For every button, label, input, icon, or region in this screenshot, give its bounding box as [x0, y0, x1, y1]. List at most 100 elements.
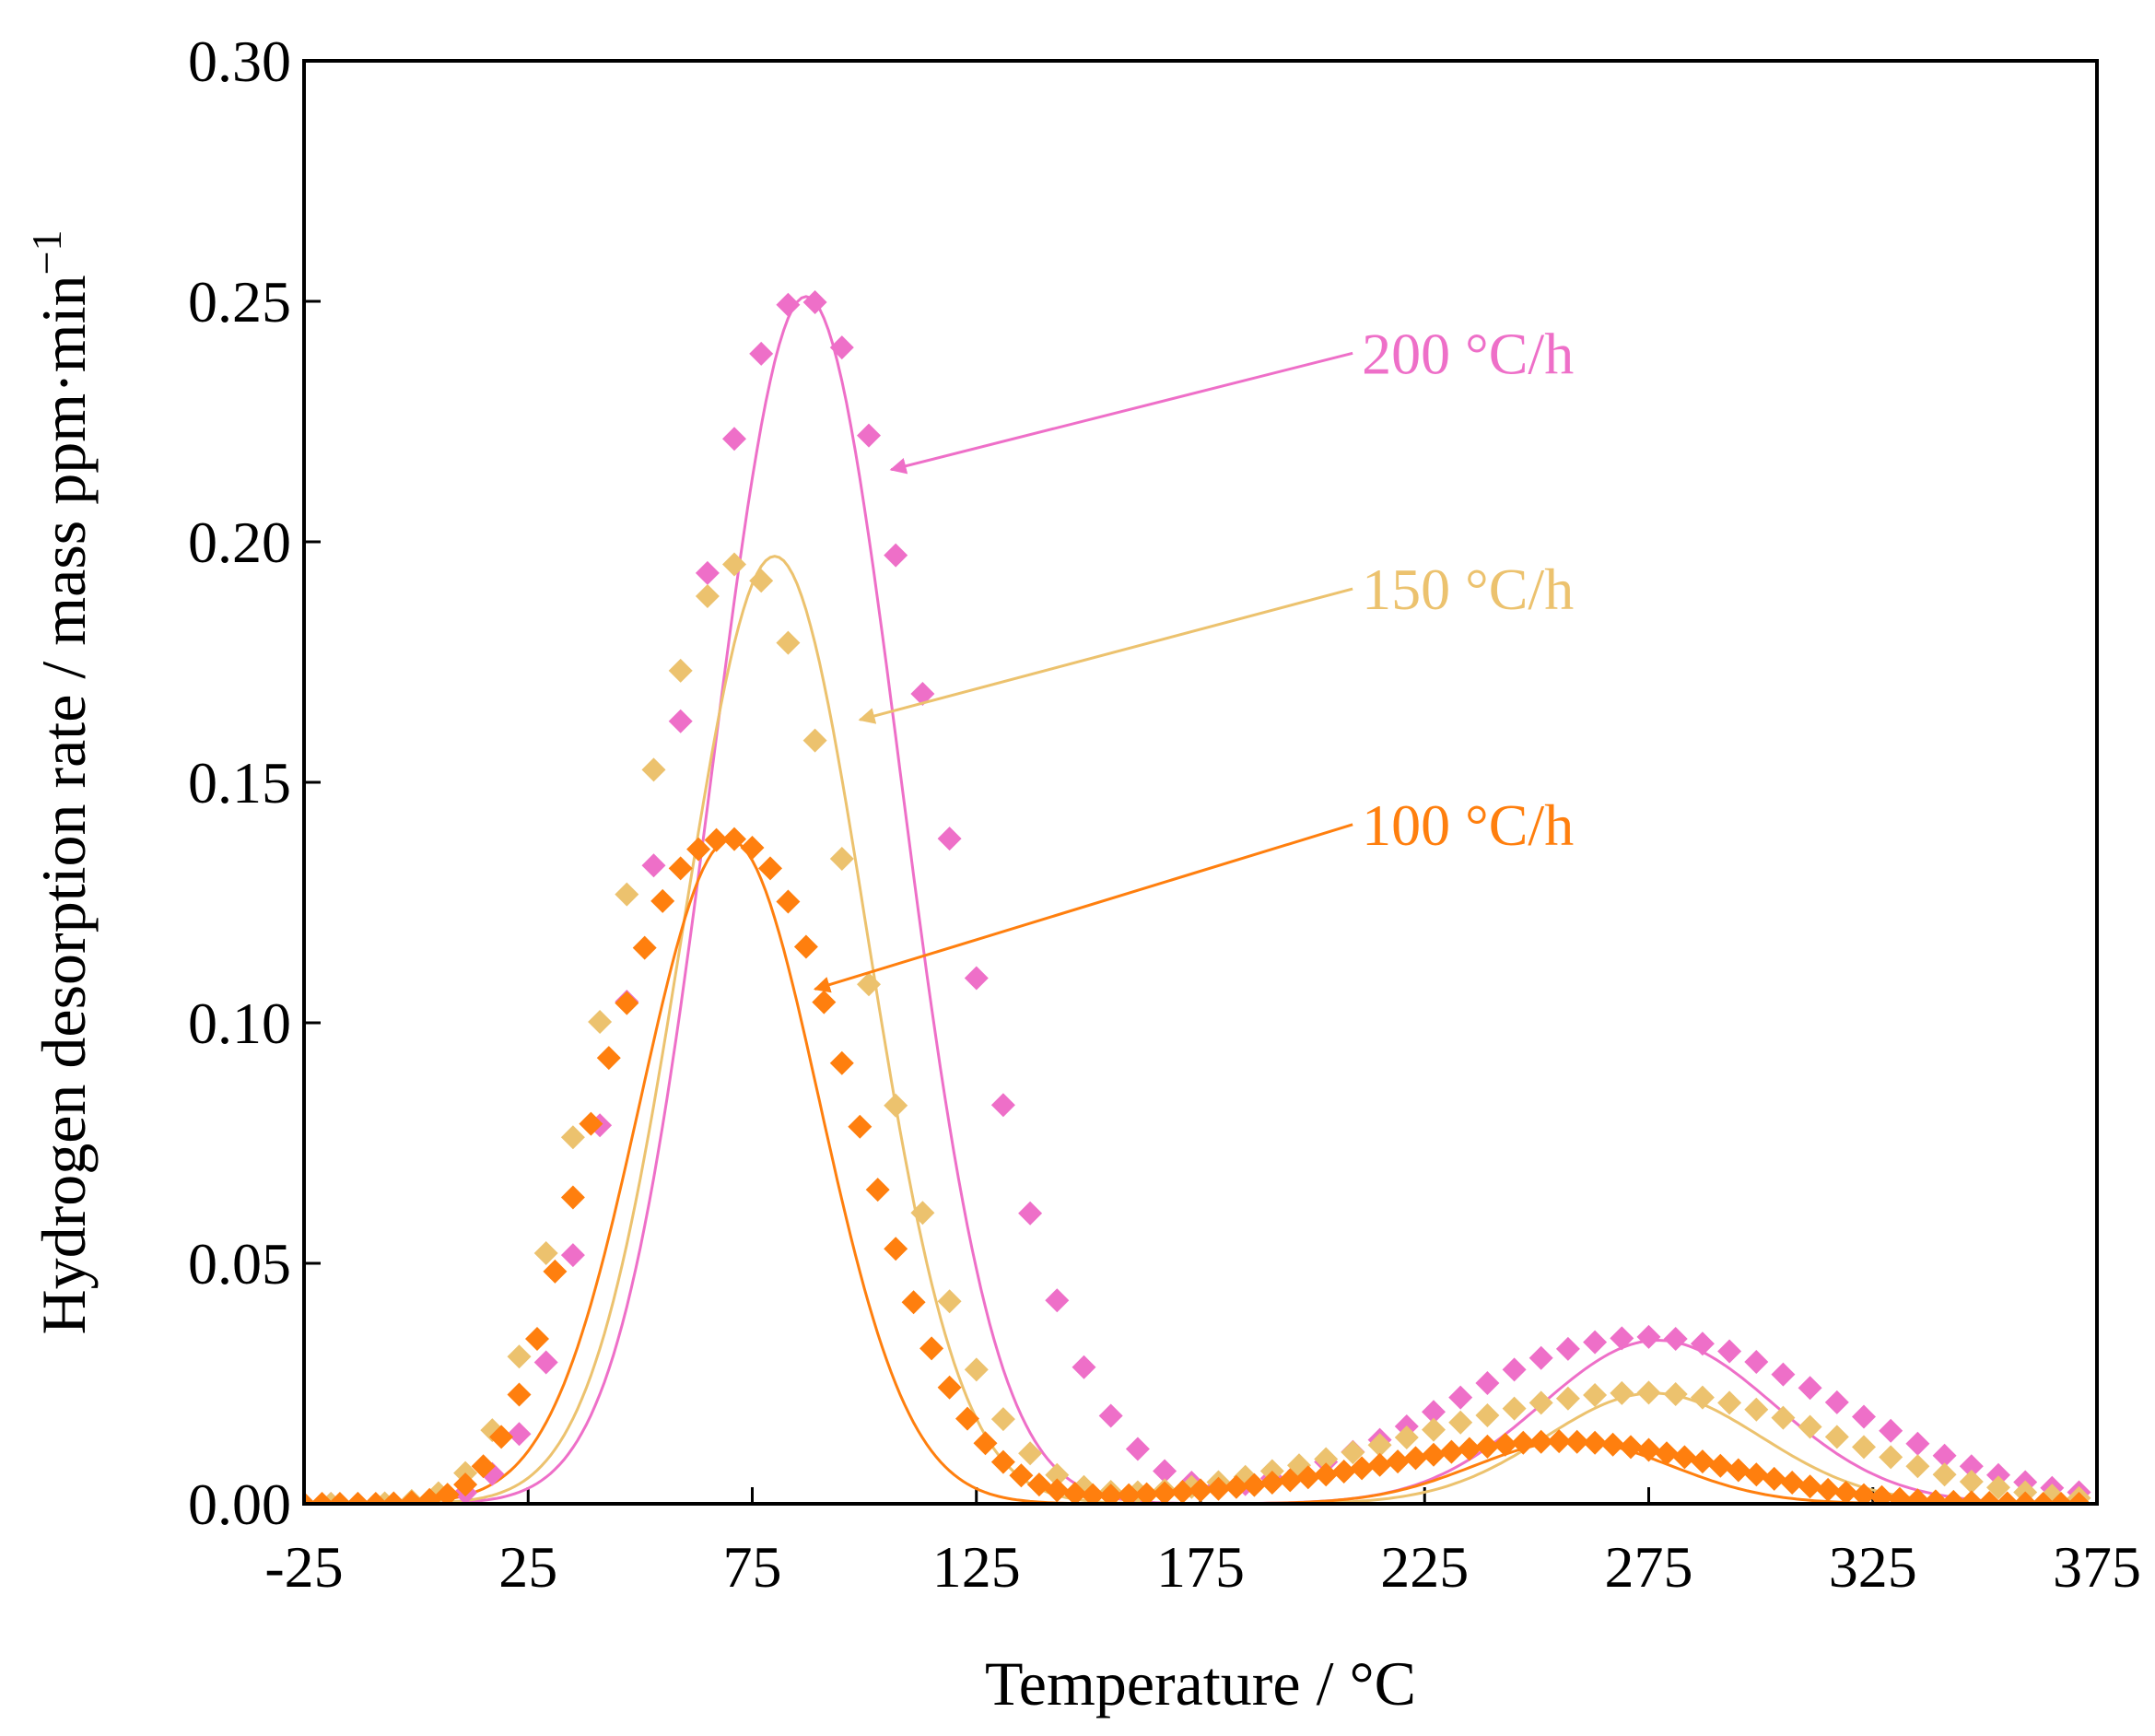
point-100 — [1295, 1465, 1320, 1490]
point-150 — [668, 658, 693, 683]
point-100 — [1045, 1478, 1070, 1503]
point-100 — [1259, 1471, 1284, 1495]
annotation-arrow — [858, 587, 1353, 724]
point-200 — [1422, 1400, 1446, 1425]
point-100 — [758, 856, 782, 881]
point-100 — [1564, 1429, 1589, 1454]
point-200 — [1475, 1371, 1500, 1395]
point-200 — [964, 966, 989, 991]
x-tick-label: 75 — [723, 1534, 782, 1600]
point-100 — [990, 1449, 1015, 1474]
point-150 — [695, 584, 720, 608]
point-100 — [1117, 1483, 1142, 1504]
point-100 — [1887, 1486, 1912, 1504]
point-100 — [1314, 1462, 1339, 1487]
point-150 — [1663, 1382, 1688, 1406]
point-100 — [668, 856, 693, 881]
point-200 — [1045, 1288, 1070, 1313]
point-100 — [884, 1237, 908, 1261]
point-150 — [1475, 1403, 1500, 1427]
point-200 — [1959, 1454, 1984, 1479]
point-100 — [489, 1425, 514, 1449]
y-tick-label: 0.25 — [188, 269, 291, 334]
point-200 — [857, 423, 881, 448]
point-100 — [2049, 1492, 2074, 1504]
point-100 — [1780, 1471, 1805, 1495]
point-150 — [749, 569, 774, 593]
y-tick-label: 0.20 — [188, 510, 291, 575]
point-100 — [579, 1111, 603, 1136]
point-150 — [802, 728, 827, 753]
point-150 — [507, 1344, 532, 1369]
point-100 — [363, 1492, 388, 1504]
point-100 — [1439, 1439, 1464, 1464]
point-100 — [560, 1185, 585, 1210]
point-200 — [1905, 1431, 1930, 1456]
point-100 — [1690, 1449, 1715, 1474]
point-200 — [533, 1350, 558, 1375]
point-100 — [1457, 1437, 1482, 1461]
point-150 — [1717, 1390, 1742, 1415]
point-100 — [417, 1487, 442, 1504]
y-axis-title-main: Hydrogen desorption rate / mass ppm·min — [29, 275, 99, 1334]
point-100 — [1852, 1483, 1876, 1504]
point-200 — [1771, 1362, 1796, 1387]
point-100 — [1367, 1452, 1392, 1477]
point-100 — [543, 1259, 568, 1284]
point-200 — [1986, 1462, 2010, 1487]
point-150 — [533, 1241, 558, 1265]
point-100 — [381, 1491, 406, 1504]
point-100 — [1026, 1472, 1051, 1497]
point-100 — [686, 837, 711, 862]
point-200 — [1852, 1404, 1876, 1429]
y-tick-label: 0.15 — [188, 750, 291, 815]
point-200 — [829, 335, 854, 360]
point-150 — [1986, 1475, 2010, 1500]
point-150 — [1744, 1397, 1769, 1422]
point-200 — [1798, 1376, 1822, 1401]
point-150 — [1394, 1425, 1419, 1449]
point-100 — [1941, 1489, 1966, 1504]
y-tick-label: 0.05 — [188, 1231, 291, 1296]
point-100 — [1726, 1458, 1751, 1483]
point-200 — [1555, 1336, 1580, 1361]
point-100 — [865, 1178, 890, 1202]
point-150 — [1045, 1462, 1070, 1487]
point-100 — [1081, 1483, 1106, 1504]
point-150 — [1798, 1414, 1822, 1439]
plot-frame — [302, 59, 2099, 1506]
point-100 — [1708, 1453, 1733, 1478]
point-100 — [1869, 1484, 1894, 1504]
x-axis-ticks: -25 25 75 125 175 225 275 325 375 — [264, 1487, 2141, 1600]
point-100 — [1350, 1456, 1375, 1481]
fit-lines — [304, 295, 2097, 1504]
point-200 — [1528, 1345, 1553, 1370]
point-150 — [1367, 1433, 1392, 1458]
point-100 — [1422, 1442, 1446, 1467]
point-200 — [641, 853, 666, 878]
annotation-label: 100 °C/h — [1362, 792, 1574, 858]
point-100 — [1206, 1476, 1231, 1501]
point-200 — [1018, 1201, 1043, 1226]
point-100 — [1386, 1449, 1411, 1474]
point-100 — [1923, 1489, 1948, 1504]
point-100 — [722, 827, 746, 851]
point-150 — [722, 552, 746, 577]
point-100 — [632, 935, 657, 960]
series-annotations: 200 °C/h 150 °C/h 100 °C/h — [813, 321, 1574, 993]
point-200 — [1717, 1339, 1742, 1364]
point-150 — [1502, 1396, 1527, 1421]
point-200 — [884, 543, 908, 568]
point-100 — [310, 1492, 334, 1504]
point-200 — [1744, 1350, 1769, 1374]
point-200 — [722, 427, 746, 452]
point-100 — [453, 1472, 478, 1497]
point-150 — [1422, 1417, 1446, 1442]
point-150 — [615, 882, 639, 907]
point-100 — [1547, 1429, 1572, 1454]
x-tick-label: 375 — [2053, 1534, 2141, 1600]
x-tick-label: 125 — [932, 1534, 1021, 1600]
point-100 — [1816, 1477, 1841, 1502]
point-150 — [1824, 1425, 1849, 1449]
point-100 — [1762, 1466, 1786, 1491]
